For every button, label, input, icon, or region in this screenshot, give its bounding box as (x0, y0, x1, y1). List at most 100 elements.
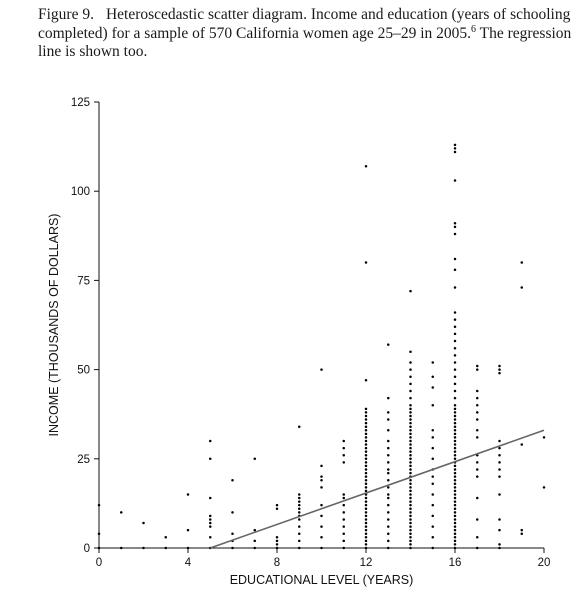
data-point (498, 453, 501, 457)
data-point (409, 514, 412, 518)
data-point (409, 500, 412, 503)
data-point (387, 518, 390, 521)
data-point (298, 503, 301, 507)
data-point (453, 429, 457, 432)
data-point (409, 532, 412, 535)
data-point (342, 453, 345, 457)
data-point (387, 539, 390, 543)
data-point (364, 528, 368, 532)
data-point (409, 439, 412, 443)
data-point (409, 425, 412, 428)
figure-caption: Figure 9. Heteroscedastic scatter diagram… (38, 6, 583, 62)
data-point (453, 436, 457, 439)
data-point (409, 436, 412, 439)
data-point (520, 286, 523, 289)
x-tick-label: 12 (360, 557, 373, 569)
data-point (476, 546, 479, 550)
data-point (209, 518, 212, 521)
data-point (453, 147, 457, 150)
data-point (453, 325, 457, 329)
data-point (453, 453, 457, 457)
data-point (498, 546, 501, 550)
data-point (364, 511, 368, 514)
data-point (453, 389, 457, 393)
data-point (364, 543, 368, 546)
data-point (364, 261, 368, 264)
data-point (164, 536, 167, 539)
data-point (431, 514, 434, 518)
data-point (253, 546, 256, 550)
data-point (298, 425, 301, 428)
data-point (453, 346, 457, 350)
data-point (431, 536, 434, 539)
data-point (364, 461, 368, 464)
data-point (275, 543, 279, 546)
data-point (387, 411, 390, 414)
data-point (431, 404, 434, 407)
data-point (186, 493, 190, 496)
data-point (520, 528, 523, 532)
data-point (476, 518, 479, 521)
data-point (409, 404, 412, 407)
data-point (453, 257, 457, 261)
data-point (364, 443, 368, 446)
data-point (498, 493, 501, 496)
data-point (364, 453, 368, 457)
data-point (453, 536, 457, 539)
data-point (387, 461, 390, 464)
data-point (453, 311, 457, 314)
data-point (342, 439, 345, 443)
data-point (298, 493, 301, 496)
data-point (298, 500, 301, 503)
data-point (520, 443, 523, 446)
caption-text-end: The regression line is shown too. (38, 24, 572, 61)
data-point (476, 468, 479, 471)
data-point (520, 261, 523, 264)
data-point (453, 450, 457, 453)
data-point (453, 514, 457, 518)
data-point (387, 532, 390, 535)
data-point (364, 446, 368, 450)
data-point (476, 396, 479, 400)
data-point (364, 471, 368, 475)
data-point (409, 457, 412, 461)
data-point (253, 528, 256, 532)
data-point (431, 361, 434, 364)
y-tick-label: 25 (77, 454, 90, 466)
data-point (298, 507, 301, 511)
data-point (364, 539, 368, 543)
data-point (342, 511, 345, 514)
data-point (387, 439, 390, 443)
data-point (453, 179, 457, 182)
data-point (364, 500, 368, 503)
regression-line (209, 429, 545, 549)
data-point (320, 486, 323, 489)
y-tick-label: 75 (77, 275, 90, 287)
data-point (409, 528, 412, 532)
data-point (453, 268, 457, 271)
data-point (409, 289, 412, 293)
data-point (342, 546, 345, 550)
data-point (387, 546, 390, 550)
data-point (453, 432, 457, 436)
data-point (409, 382, 412, 386)
data-point (409, 453, 412, 457)
data-point (453, 361, 457, 364)
data-point (453, 521, 457, 525)
data-point (409, 507, 412, 511)
data-point (453, 464, 457, 468)
data-point (476, 461, 479, 464)
scatter-points (97, 143, 546, 550)
data-point (409, 496, 412, 500)
data-point (498, 446, 501, 450)
data-point (409, 464, 412, 468)
data-point (453, 457, 457, 461)
data-point (253, 457, 256, 461)
y-axis-label: INCOME (THOUSANDS OF DOLLARS) (47, 214, 61, 437)
data-point (476, 368, 479, 371)
data-point (409, 411, 412, 414)
data-point (364, 518, 368, 521)
data-point (409, 468, 412, 471)
data-point (97, 546, 101, 550)
data-point (498, 368, 501, 371)
